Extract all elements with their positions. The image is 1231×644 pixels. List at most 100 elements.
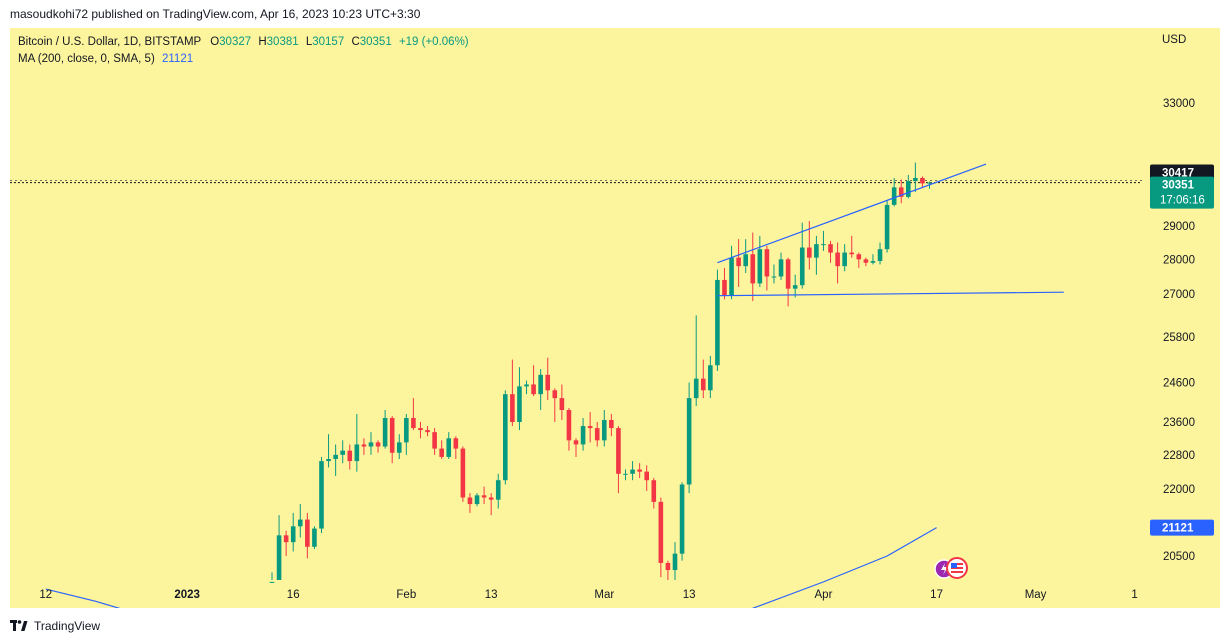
- candle[interactable]: [884, 200, 890, 253]
- upper-trendline[interactable]: [717, 163, 987, 264]
- candle[interactable]: [290, 512, 296, 552]
- candle[interactable]: [460, 446, 466, 502]
- lower-trendline[interactable]: [717, 291, 1064, 297]
- candle[interactable]: [347, 444, 353, 470]
- candle[interactable]: [715, 269, 720, 371]
- candle[interactable]: [361, 438, 367, 455]
- candle[interactable]: [333, 444, 338, 476]
- candle[interactable]: [637, 463, 642, 479]
- candle[interactable]: [891, 177, 897, 207]
- ma-label[interactable]: MA (200, close, 0, SMA, 5): [18, 53, 155, 65]
- candle[interactable]: [517, 367, 522, 431]
- candle[interactable]: [877, 242, 883, 265]
- candle[interactable]: [432, 428, 437, 455]
- candle[interactable]: [672, 542, 678, 580]
- candle[interactable]: [488, 493, 494, 516]
- candle[interactable]: [616, 426, 621, 494]
- candlestick-chart[interactable]: 33000 29000 28000 27000 25800 24600 23600 22800…: [10, 28, 1220, 608]
- candle[interactable]: [898, 179, 904, 204]
- candle[interactable]: [722, 267, 727, 300]
- candle[interactable]: [835, 242, 840, 284]
- candle[interactable]: [552, 388, 558, 423]
- candle[interactable]: [644, 465, 650, 491]
- candle[interactable]: [467, 493, 473, 513]
- candle[interactable]: [305, 512, 310, 559]
- footer-brand[interactable]: TradingView: [34, 619, 101, 633]
- candle[interactable]: [785, 257, 791, 307]
- candle[interactable]: [842, 244, 847, 272]
- candle[interactable]: [849, 235, 855, 258]
- candle[interactable]: [764, 245, 770, 291]
- candle[interactable]: [814, 235, 819, 275]
- candle[interactable]: [686, 382, 692, 494]
- candle[interactable]: [771, 264, 777, 284]
- candle[interactable]: [340, 440, 345, 464]
- candle[interactable]: [276, 515, 282, 580]
- candle[interactable]: [418, 422, 423, 439]
- candle[interactable]: [651, 478, 657, 509]
- candle[interactable]: [594, 422, 600, 447]
- candle[interactable]: [531, 365, 536, 397]
- candle[interactable]: [821, 230, 826, 251]
- candle[interactable]: [312, 526, 317, 550]
- candle[interactable]: [587, 411, 593, 443]
- candle[interactable]: [481, 486, 487, 505]
- candle[interactable]: [601, 409, 607, 447]
- candle[interactable]: [679, 482, 685, 561]
- candle[interactable]: [623, 469, 628, 481]
- candle[interactable]: [750, 232, 756, 302]
- candle[interactable]: [913, 162, 918, 193]
- candle[interactable]: [453, 436, 459, 460]
- candle[interactable]: [630, 461, 635, 481]
- candle[interactable]: [559, 384, 565, 420]
- candle[interactable]: [757, 235, 763, 287]
- candle[interactable]: [708, 355, 713, 399]
- candle[interactable]: [693, 315, 699, 407]
- candle[interactable]: [658, 497, 664, 578]
- candle[interactable]: [856, 252, 862, 268]
- candle[interactable]: [799, 222, 805, 289]
- candle[interactable]: [446, 432, 452, 460]
- candle[interactable]: [743, 239, 748, 274]
- candle[interactable]: [510, 359, 515, 427]
- candle[interactable]: [411, 398, 416, 431]
- candle[interactable]: [524, 380, 529, 395]
- candle[interactable]: [425, 426, 430, 437]
- candle[interactable]: [736, 239, 741, 287]
- candle[interactable]: [580, 417, 586, 451]
- currency-label[interactable]: USD: [1162, 34, 1187, 46]
- candle[interactable]: [474, 493, 480, 507]
- candle[interactable]: [396, 434, 402, 460]
- candle[interactable]: [863, 257, 869, 267]
- candle[interactable]: [906, 174, 911, 199]
- candle[interactable]: [792, 274, 798, 298]
- candle[interactable]: [269, 572, 275, 583]
- candle[interactable]: [729, 245, 734, 300]
- candle[interactable]: [495, 473, 501, 509]
- candle[interactable]: [382, 409, 388, 449]
- candle[interactable]: [566, 407, 572, 451]
- candle[interactable]: [354, 413, 360, 472]
- candle[interactable]: [389, 415, 395, 464]
- candle[interactable]: [778, 252, 784, 280]
- candle[interactable]: [368, 432, 374, 455]
- candle[interactable]: [503, 390, 508, 485]
- candle[interactable]: [297, 504, 303, 538]
- candle[interactable]: [326, 434, 331, 468]
- candle[interactable]: [404, 413, 409, 455]
- candle[interactable]: [870, 254, 876, 265]
- candle[interactable]: [319, 456, 324, 534]
- candle[interactable]: [375, 440, 381, 453]
- candle[interactable]: [283, 530, 289, 556]
- candle[interactable]: [545, 357, 551, 401]
- candle[interactable]: [920, 176, 925, 188]
- candle[interactable]: [700, 359, 706, 399]
- candle[interactable]: [573, 438, 579, 457]
- candle[interactable]: [538, 369, 543, 410]
- candle[interactable]: [665, 560, 671, 580]
- symbol-title[interactable]: Bitcoin / U.S. Dollar, 1D, BITSTAMP: [18, 36, 201, 48]
- candle[interactable]: [439, 440, 444, 460]
- chart-area[interactable]: 33000 29000 28000 27000 25800 24600 23600 22800…: [10, 28, 1220, 608]
- candle[interactable]: [828, 240, 833, 263]
- candle[interactable]: [609, 413, 614, 437]
